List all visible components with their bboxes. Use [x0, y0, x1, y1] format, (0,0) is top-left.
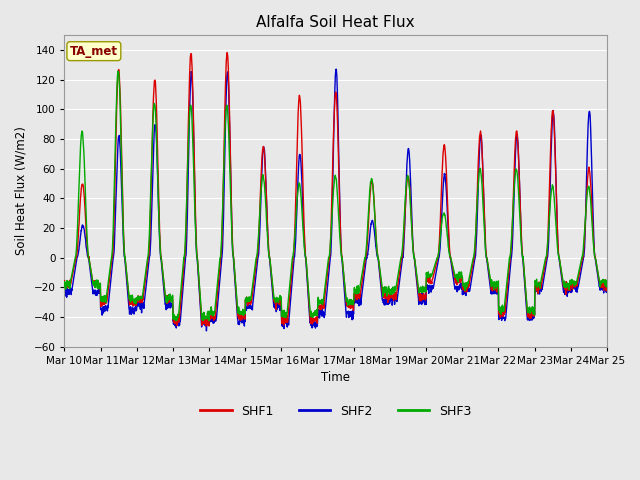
Text: TA_met: TA_met: [70, 45, 118, 58]
X-axis label: Time: Time: [321, 372, 350, 384]
SHF2: [494, 287, 502, 293]
SHF3: [212, 293, 220, 299]
SHF1: [223, 50, 231, 56]
SHF1: [352, 295, 360, 301]
SHF1: [61, 278, 68, 284]
SHF2: [333, 66, 340, 72]
SHF2: [571, 286, 579, 292]
SHF3: [494, 281, 502, 287]
Title: Alfalfa Soil Heat Flux: Alfalfa Soil Heat Flux: [257, 15, 415, 30]
SHF3: [571, 278, 579, 284]
SHF2: [364, 252, 371, 257]
SHF2: [61, 288, 68, 293]
SHF2: [212, 318, 220, 324]
SHF1: [212, 307, 220, 312]
SHF1: [205, 323, 212, 329]
SHF1: [571, 279, 579, 285]
Legend: SHF1, SHF2, SHF3: SHF1, SHF2, SHF3: [195, 400, 476, 423]
Line: SHF3: SHF3: [65, 71, 607, 321]
SHF3: [603, 278, 611, 284]
Y-axis label: Soil Heat Flux (W/m2): Soil Heat Flux (W/m2): [15, 127, 28, 255]
Line: SHF1: SHF1: [65, 53, 607, 326]
SHF3: [205, 318, 212, 324]
SHF3: [352, 288, 360, 294]
SHF3: [114, 68, 122, 74]
SHF1: [364, 238, 371, 243]
SHF3: [364, 227, 371, 232]
Line: SHF2: SHF2: [65, 69, 607, 331]
SHF1: [603, 283, 611, 288]
SHF3: [61, 279, 68, 285]
SHF1: [556, 256, 563, 262]
SHF2: [203, 328, 211, 334]
SHF2: [352, 299, 360, 304]
SHF3: [556, 256, 563, 262]
SHF1: [494, 286, 502, 291]
SHF2: [556, 259, 563, 264]
SHF2: [603, 283, 611, 289]
